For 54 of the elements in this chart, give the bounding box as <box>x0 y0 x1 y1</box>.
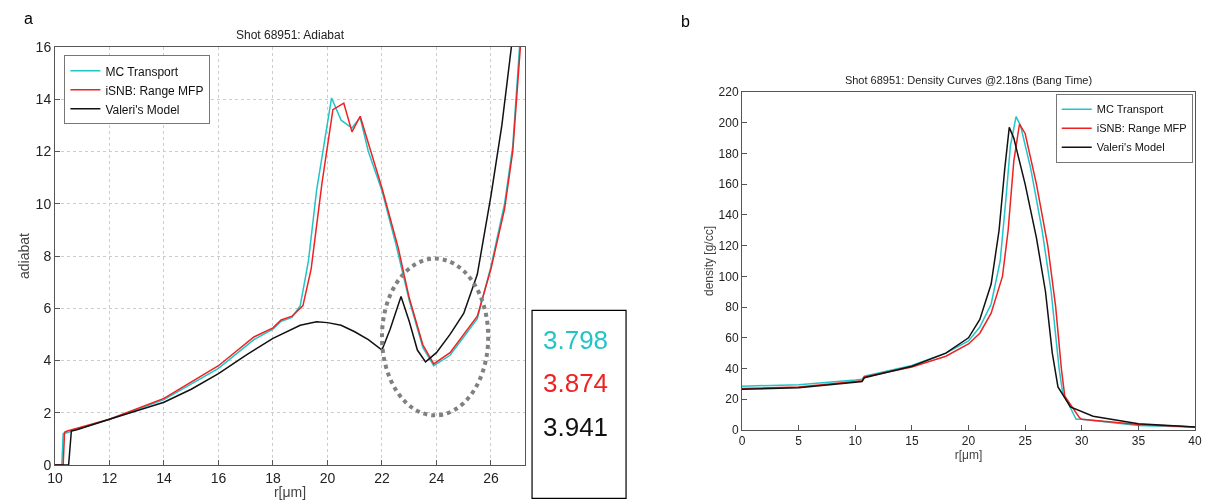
x-tick-label: 5 <box>795 434 803 449</box>
x-tick-label: 40 <box>1188 434 1202 449</box>
y-tick-label: 6 <box>43 300 52 317</box>
x-tick-label: 30 <box>1075 434 1089 449</box>
y-tick-label: 8 <box>43 247 52 264</box>
y-tick-label: 80 <box>725 300 739 315</box>
x-tick-label: 15 <box>905 434 919 449</box>
y-tick-label: 60 <box>725 331 739 346</box>
x-tick-label: 20 <box>319 469 336 486</box>
y-tick-label: 4 <box>43 352 52 369</box>
x-tick-label: 26 <box>483 469 499 486</box>
y-tick-label: 14 <box>35 91 52 108</box>
x-tick-label: 18 <box>265 469 281 486</box>
text: 3.874 <box>543 368 609 398</box>
x-axis-title: r[μm] <box>954 448 983 463</box>
y-axis-title: density [g/cc] <box>701 225 716 297</box>
x-tick-label: 35 <box>1131 434 1146 449</box>
y-tick-label: 16 <box>35 38 52 55</box>
x-axis-title: r[μm] <box>273 484 307 500</box>
x-tick-label: 20 <box>961 434 976 449</box>
y-tick-label: 2 <box>43 404 52 421</box>
y-tick-label: 20 <box>725 392 739 407</box>
x-tick-label: 14 <box>156 469 172 486</box>
y-tick-label: 0 <box>731 423 739 438</box>
y-tick-label: 12 <box>35 143 52 160</box>
y-tick-label: 160 <box>718 177 739 192</box>
x-tick-label: 10 <box>848 434 863 449</box>
legend-label: iSNB: Range MFP <box>105 83 204 98</box>
y-tick-label: 10 <box>35 195 52 212</box>
x-tick-label: 12 <box>101 469 118 486</box>
y-tick-label: 220 <box>718 85 739 100</box>
legend-label: MC Transport <box>1096 103 1164 116</box>
x-tick-label: 25 <box>1018 434 1033 449</box>
y-axis-title: adiabat <box>16 232 33 279</box>
y-tick-label: 40 <box>725 361 739 376</box>
text: b <box>681 13 690 30</box>
x-tick-label: 24 <box>428 469 445 486</box>
y-tick-label: 100 <box>718 269 739 284</box>
x-tick-label: 22 <box>374 469 390 486</box>
legend-label: Valeri's Model <box>1096 141 1165 154</box>
legend-label: MC Transport <box>105 64 179 79</box>
text: 3.798 <box>543 325 609 355</box>
y-tick-label: 120 <box>718 238 739 253</box>
legend-label: iSNB: Range MFP <box>1096 122 1187 135</box>
chart-title: Shot 68951: Adiabat <box>235 28 345 42</box>
x-tick-label: 16 <box>210 469 227 486</box>
chart-title: Shot 68951: Density Curves @2.18ns (Bang Time) <box>844 74 1093 86</box>
y-tick-label: 0 <box>43 456 52 473</box>
legend-label: Valeri's Model <box>105 102 180 117</box>
text: 3.941 <box>543 412 609 442</box>
y-tick-label: 200 <box>718 115 739 130</box>
y-tick-label: 180 <box>718 146 739 161</box>
text: a <box>24 10 33 27</box>
y-tick-label: 140 <box>718 208 739 223</box>
